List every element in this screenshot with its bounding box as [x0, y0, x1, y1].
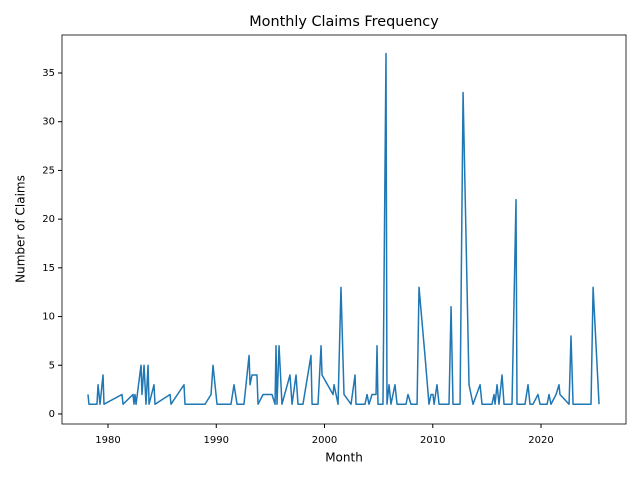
y-axis-label: Number of Claims [14, 175, 28, 283]
y-tick-label: 5 [49, 360, 55, 371]
x-tick-label: 2000 [312, 435, 337, 446]
line [87, 52, 600, 405]
y-tick-label: 0 [49, 409, 55, 420]
x-tick-label: 2020 [528, 435, 553, 446]
plot-frame [61, 34, 627, 425]
x-tick-label: 2010 [420, 435, 445, 446]
x-axis-label: Month [325, 451, 363, 465]
y-tick-label: 15 [42, 263, 55, 274]
y-tick-label: 20 [42, 214, 55, 225]
chart-title: Monthly Claims Frequency [249, 14, 439, 30]
y-tick-label: 10 [42, 312, 55, 323]
y-tick-label: 35 [42, 68, 55, 79]
y-tick-label: 25 [42, 165, 55, 176]
x-tick-label: 1990 [204, 435, 229, 446]
y-tick-label: 30 [42, 117, 55, 128]
x-tick-label: 1980 [95, 435, 120, 446]
